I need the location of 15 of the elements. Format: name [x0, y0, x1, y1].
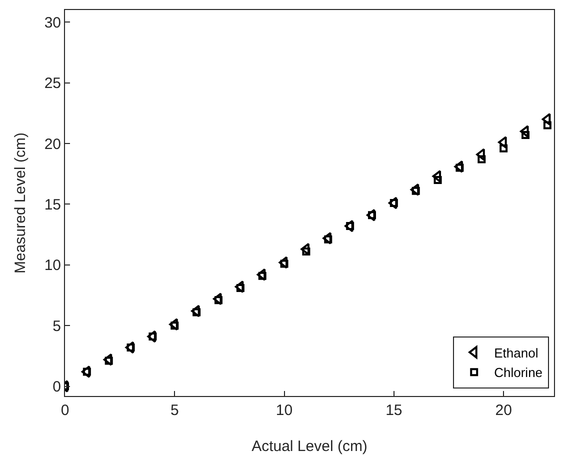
x-tick-label: 15 [386, 402, 402, 419]
y-tick-label: 10 [44, 257, 61, 274]
y-tick-label: 0 [52, 378, 61, 396]
x-tick-label: 10 [276, 402, 293, 419]
y-tick-label: 15 [44, 196, 61, 214]
legend-label: Ethanol [494, 345, 538, 360]
x-tick-label: 20 [495, 402, 512, 419]
legend-label: Chlorine [494, 365, 543, 380]
y-tick-label: 20 [44, 136, 61, 153]
x-axis-title: Actual Level (cm) [252, 438, 368, 455]
y-axis-title: Measured Level (cm) [12, 132, 29, 274]
x-tick-label: 5 [170, 402, 179, 419]
y-tick-label: 5 [52, 318, 61, 335]
y-tick-label: 25 [44, 75, 61, 92]
y-tick-label: 30 [44, 14, 61, 32]
